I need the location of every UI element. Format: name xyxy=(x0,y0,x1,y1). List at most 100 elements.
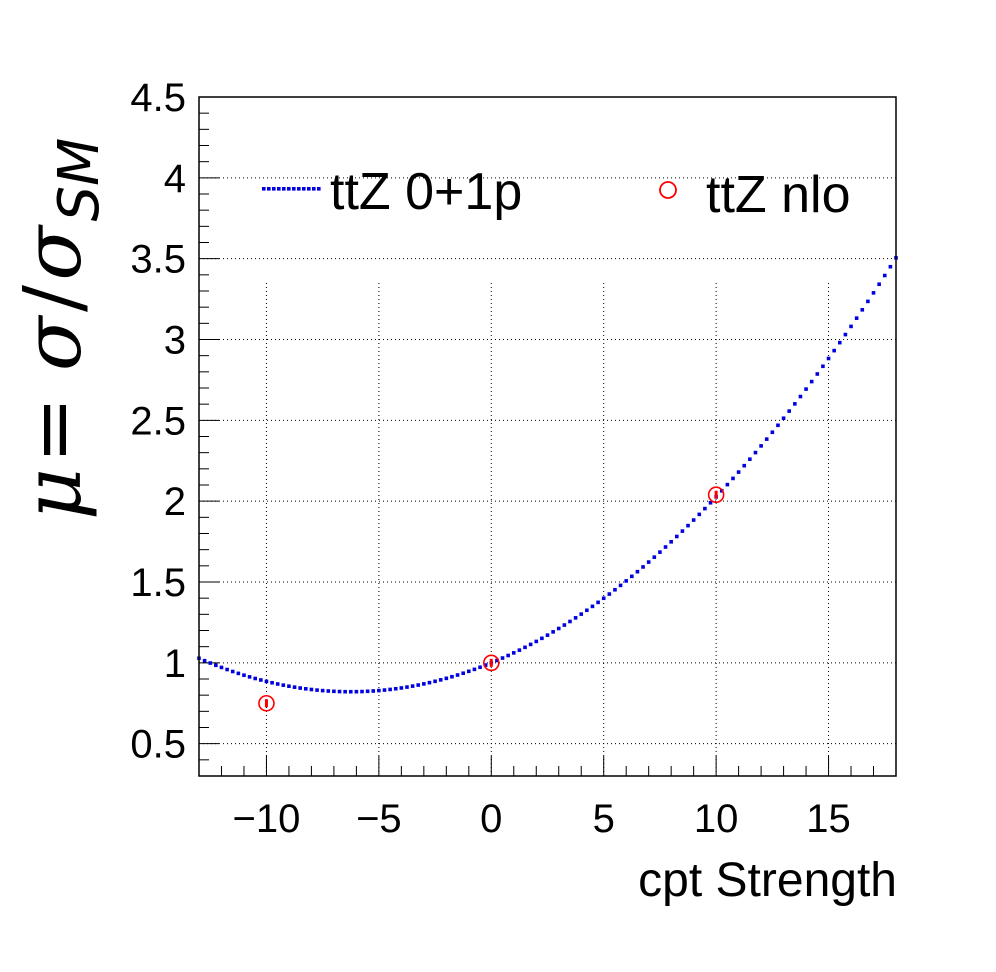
curve-point xyxy=(630,574,634,579)
legend-swatch-dot xyxy=(317,187,321,191)
curve-point xyxy=(809,379,814,384)
curve-point xyxy=(393,686,398,691)
curve-point xyxy=(298,686,302,690)
legend-swatch-dot xyxy=(297,187,301,191)
x-tick-labels: −10 −5 0 5 10 15 xyxy=(233,797,851,841)
curve-point xyxy=(731,476,735,481)
x-tick-label: 10 xyxy=(694,797,739,841)
legend-swatch-dot xyxy=(267,187,271,191)
curve-point xyxy=(303,687,308,691)
curve-point xyxy=(725,482,730,487)
curve-point xyxy=(242,673,246,677)
nlo-point xyxy=(258,694,275,712)
curve-point xyxy=(337,689,342,694)
curve-point xyxy=(348,689,353,694)
curve-point xyxy=(320,688,325,693)
curve-point xyxy=(292,685,297,689)
y-tick-label: 4 xyxy=(164,157,186,201)
y-axis-title-sigma: σ xyxy=(6,314,99,371)
legend-swatch-dot xyxy=(277,187,281,191)
curve-point xyxy=(854,316,859,320)
curve-point xyxy=(545,633,550,637)
curve-point xyxy=(259,678,263,682)
curve-point xyxy=(871,291,876,295)
curve-point xyxy=(461,671,465,676)
curve-point xyxy=(343,689,347,694)
legend-swatch-ttz-0p1p xyxy=(262,187,321,191)
x-tick-label: 5 xyxy=(593,797,615,841)
curve-point xyxy=(202,658,207,663)
curve-point xyxy=(495,658,499,663)
legend-swatch-dot xyxy=(262,187,266,191)
curve-point xyxy=(281,683,286,687)
curve-point xyxy=(697,512,702,517)
curve-point xyxy=(624,579,628,583)
curve-point xyxy=(360,689,364,694)
plot-frame xyxy=(198,96,897,777)
curve-point xyxy=(410,684,415,688)
curve-point xyxy=(601,596,606,601)
curve-point xyxy=(568,619,572,624)
curve-point xyxy=(506,653,510,658)
curve-point xyxy=(382,688,387,692)
curve-point xyxy=(556,626,561,631)
curve-point xyxy=(849,324,853,329)
y-tick-label: 1.5 xyxy=(130,561,186,605)
curve-point xyxy=(230,669,235,674)
legend-label-ttz-nlo: ttZ nlo xyxy=(706,166,851,224)
curve-point xyxy=(540,636,544,641)
curve-point xyxy=(585,608,589,613)
curve-point xyxy=(517,648,522,652)
curve-point xyxy=(674,534,679,539)
y-tick-label: 3.5 xyxy=(130,238,186,282)
curve-point xyxy=(326,689,331,693)
curve-point xyxy=(332,689,336,694)
curve-point xyxy=(472,667,477,672)
curve-point xyxy=(837,340,842,345)
curve-point xyxy=(534,639,539,644)
curve-point xyxy=(354,689,359,694)
curve-point xyxy=(309,687,314,692)
curve-point xyxy=(652,555,657,559)
y-tick-label: 4.5 xyxy=(130,76,186,120)
legend-swatch-dot xyxy=(307,187,311,191)
curve-point xyxy=(748,457,752,461)
curve-point xyxy=(703,506,707,511)
curve-point xyxy=(500,656,505,660)
curve-point xyxy=(646,560,651,564)
curve-point xyxy=(483,663,488,667)
y-tick-labels: 0.5 1 1.5 2 2.5 3 3.5 4 4.5 xyxy=(130,76,186,767)
curve-point xyxy=(708,500,713,505)
curve-point xyxy=(478,665,482,670)
curve-point xyxy=(882,273,887,278)
curve-point xyxy=(680,529,685,533)
curve-point xyxy=(562,623,567,627)
y-axis-title-equals: = xyxy=(6,371,99,463)
curve-point xyxy=(573,616,578,620)
curve-point xyxy=(264,679,269,684)
legend: ttZ 0+1p ttZ nlo xyxy=(262,163,851,224)
legend-swatch-ttz-nlo xyxy=(659,181,677,199)
curve-point xyxy=(438,678,443,682)
curve-point xyxy=(613,587,617,592)
curve-point xyxy=(607,592,612,596)
y-tick-label: 3 xyxy=(164,319,186,363)
curve-point xyxy=(511,651,516,655)
curve-point xyxy=(433,679,437,684)
curve-point xyxy=(669,540,673,544)
curve-point xyxy=(866,299,870,304)
nlo-point xyxy=(707,486,725,504)
curve-point xyxy=(826,356,831,361)
legend-swatch-dot xyxy=(292,187,296,191)
legend-swatch-dot xyxy=(272,187,276,191)
curve-point xyxy=(399,686,404,690)
y-axis-title-mu: μ xyxy=(6,468,99,520)
curve-point xyxy=(219,665,224,670)
curve-point xyxy=(691,518,696,522)
nlo-point xyxy=(482,654,500,672)
curve-point xyxy=(371,689,376,693)
curve-point xyxy=(753,450,758,455)
curve-point xyxy=(377,688,381,693)
